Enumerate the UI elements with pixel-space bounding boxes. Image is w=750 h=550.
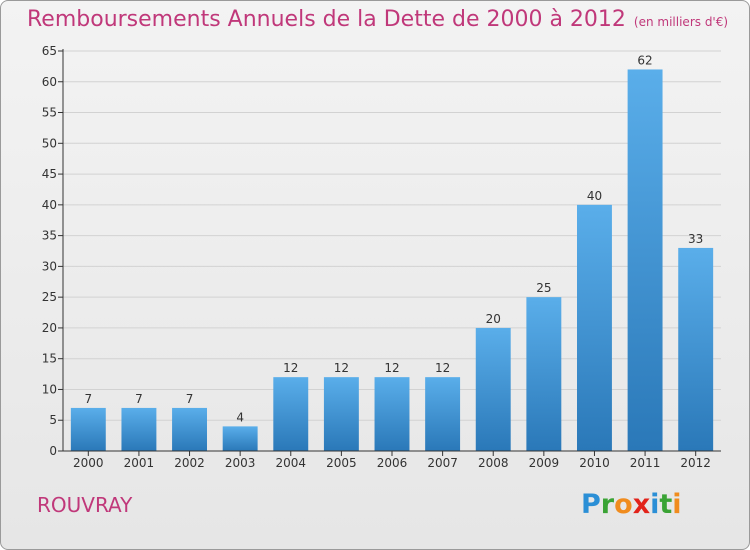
- axes: [58, 49, 721, 456]
- y-tick-label: 15: [42, 352, 57, 366]
- bar: [273, 377, 309, 451]
- x-tick-label: 2011: [630, 456, 661, 470]
- x-tick-label: 2006: [377, 456, 408, 470]
- y-tick-label: 55: [42, 106, 57, 120]
- y-tick-label: 0: [49, 444, 57, 458]
- data-label: 7: [84, 392, 92, 406]
- y-tick-label: 60: [42, 75, 57, 89]
- y-tick-label: 65: [42, 44, 57, 58]
- x-tick-label: 2004: [275, 456, 306, 470]
- bar: [323, 377, 359, 451]
- labels: 0 5 10 15 20 25 30 35 40 45 50 55 60 65 7 2000 7 2001 7 200…: [42, 44, 711, 470]
- y-tick-label: 35: [42, 229, 57, 243]
- logo-letter: x: [632, 489, 651, 520]
- bar: [526, 297, 562, 451]
- chart-title: Remboursements Annuels de la Dette de 20…: [27, 7, 729, 32]
- x-tick-label: 2010: [579, 456, 610, 470]
- data-label: 20: [486, 312, 501, 326]
- bar: [678, 247, 714, 451]
- x-tick-label: 2007: [427, 456, 458, 470]
- data-label: 4: [236, 410, 244, 424]
- x-tick-label: 2012: [680, 456, 711, 470]
- bar: [121, 407, 157, 451]
- data-label: 7: [135, 392, 143, 406]
- data-label: 7: [186, 392, 194, 406]
- data-label: 33: [688, 232, 703, 246]
- x-tick-label: 2008: [478, 456, 509, 470]
- logo-letter: r: [600, 489, 615, 520]
- logo-letter: i: [672, 489, 682, 520]
- y-tick-label: 30: [42, 259, 57, 273]
- data-label: 40: [587, 189, 602, 203]
- data-label: 12: [384, 361, 399, 375]
- y-tick-label: 20: [42, 321, 57, 335]
- data-label: 62: [637, 53, 652, 67]
- bar: [222, 426, 258, 451]
- unit-label: (en milliers d'€): [633, 15, 729, 29]
- x-tick-label: 2001: [124, 456, 155, 470]
- bar: [425, 377, 461, 451]
- bar: [172, 407, 208, 451]
- data-label: 12: [435, 361, 450, 375]
- x-tick-label: 2003: [225, 456, 256, 470]
- y-tick-label: 40: [42, 198, 57, 212]
- bar: [374, 377, 410, 451]
- bar: [627, 69, 663, 451]
- bar: [576, 204, 612, 451]
- data-label: 25: [536, 281, 551, 295]
- place-name: ROUVRAY: [37, 493, 133, 517]
- logo-letter: P: [581, 489, 601, 520]
- logo-letter: i: [650, 489, 660, 520]
- proxiti-logo: Proxiti: [581, 489, 682, 520]
- x-tick-label: 2002: [174, 456, 205, 470]
- y-tick-label: 45: [42, 167, 57, 181]
- logo-letter: o: [614, 489, 633, 520]
- logo-letter: t: [659, 489, 673, 520]
- data-label: 12: [283, 361, 298, 375]
- x-tick-label: 2009: [529, 456, 560, 470]
- y-tick-label: 25: [42, 290, 57, 304]
- x-tick-label: 2005: [326, 456, 357, 470]
- data-label: 12: [334, 361, 349, 375]
- bar: [475, 327, 511, 451]
- y-tick-label: 5: [49, 413, 57, 427]
- bars: [70, 69, 714, 451]
- y-tick-label: 50: [42, 136, 57, 150]
- bar: [70, 407, 106, 451]
- y-tick-label: 10: [42, 382, 57, 396]
- x-tick-label: 2000: [73, 456, 104, 470]
